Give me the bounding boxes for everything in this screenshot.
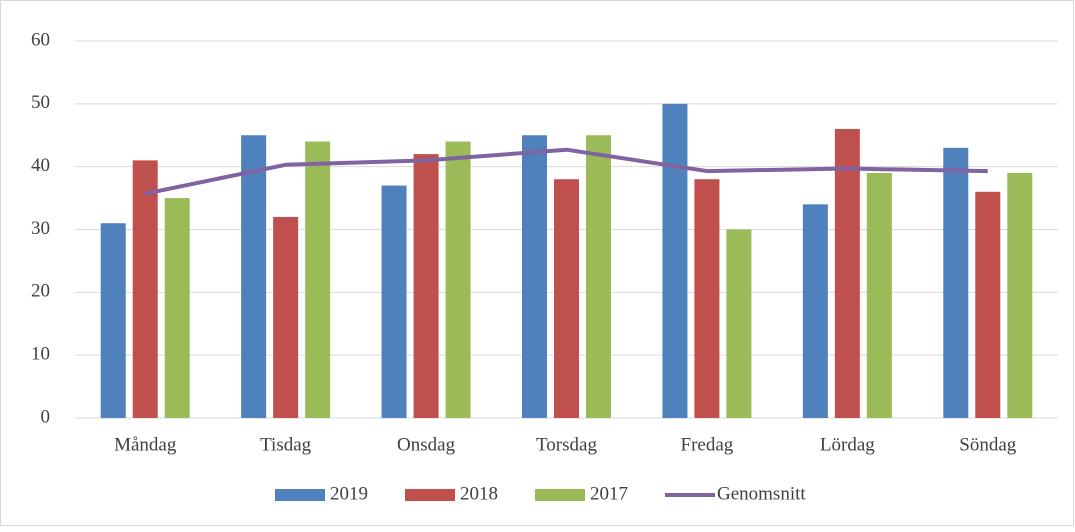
legend-label: Genomsnitt: [717, 483, 806, 504]
x-tick-label: Fredag: [681, 434, 734, 455]
bar: [413, 154, 439, 418]
bar: [445, 141, 471, 419]
bar: [586, 135, 611, 418]
x-tick-label: Tisdag: [260, 434, 312, 455]
bar: [381, 185, 407, 418]
y-tick-label: 50: [31, 92, 50, 113]
bar: [726, 229, 752, 418]
bar: [132, 160, 158, 418]
bar: [164, 198, 190, 418]
bar: [802, 204, 828, 418]
y-tick-label: 20: [31, 281, 50, 302]
bar: [305, 141, 331, 419]
bar: [554, 179, 579, 418]
bar: [866, 172, 892, 418]
bar: [943, 147, 969, 419]
x-tick-label: Onsdag: [397, 434, 456, 455]
bar: [694, 179, 720, 418]
legend-swatch: [275, 489, 325, 501]
bar: [522, 135, 547, 418]
y-tick-label: 60: [31, 29, 50, 50]
legend-label: 2019: [330, 483, 368, 504]
line: [144, 147, 988, 196]
bar: [662, 103, 688, 418]
x-tick-label: Söndag: [959, 434, 1017, 455]
x-tick-label: Måndag: [114, 434, 177, 455]
y-tick-label: 10: [31, 344, 50, 365]
bar: [273, 216, 299, 418]
legend-label: 2017: [590, 483, 628, 504]
x-tick-label: Lördag: [820, 434, 875, 455]
legend-swatch: [535, 489, 585, 501]
bar: [834, 128, 860, 418]
bar: [1007, 172, 1033, 418]
y-tick-label: 40: [31, 155, 50, 176]
bar: [975, 191, 1001, 418]
bar: [100, 223, 126, 418]
y-tick-label: 30: [31, 218, 50, 239]
legend-label: 2018: [460, 483, 498, 504]
x-tick-label: Torsdag: [536, 434, 597, 455]
bar: [241, 135, 267, 418]
y-tick-label: 0: [41, 406, 51, 427]
legend-swatch: [405, 489, 455, 501]
